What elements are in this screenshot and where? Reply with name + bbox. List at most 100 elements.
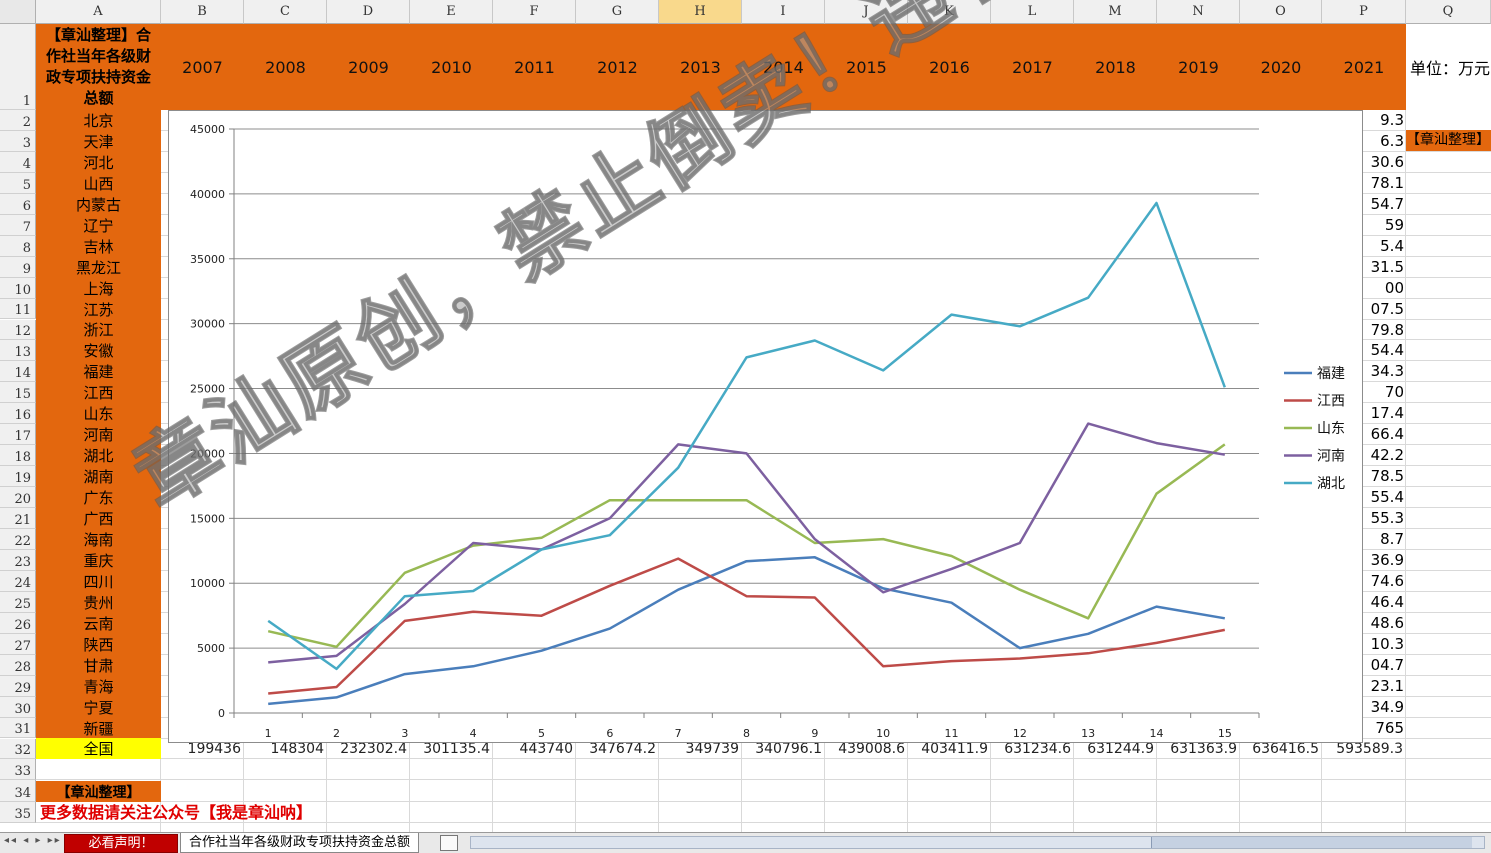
- year-header-2010[interactable]: 2010: [431, 57, 472, 77]
- unit-label[interactable]: 单位：万元: [1410, 59, 1491, 78]
- p-value-cell[interactable]: 30.6: [1370, 152, 1404, 171]
- province-cell[interactable]: 上海: [83, 279, 114, 298]
- year-header-2012[interactable]: 2012: [597, 57, 638, 77]
- p-value-cell[interactable]: 9.3: [1380, 111, 1404, 129]
- column-header-m[interactable]: M: [1074, 0, 1157, 24]
- province-cell[interactable]: 海南: [83, 530, 114, 549]
- column-header-g[interactable]: G: [576, 0, 659, 24]
- p-value-cell[interactable]: 34.3: [1370, 362, 1404, 381]
- national-value-cell[interactable]: 347674.2: [589, 740, 656, 757]
- row-header-35[interactable]: 35: [0, 801, 36, 823]
- column-header-n[interactable]: N: [1157, 0, 1240, 24]
- province-cell[interactable]: 天津: [83, 132, 114, 151]
- column-header-d[interactable]: D: [327, 0, 410, 24]
- column-header-l[interactable]: L: [991, 0, 1074, 24]
- province-cell[interactable]: 四川: [83, 572, 114, 591]
- year-header-2017[interactable]: 2017: [1012, 57, 1053, 77]
- p-value-cell[interactable]: 31.5: [1370, 257, 1404, 276]
- column-header-f[interactable]: F: [493, 0, 576, 24]
- province-cell[interactable]: 山西: [83, 174, 114, 193]
- province-cell[interactable]: 浙江: [83, 321, 114, 340]
- p-value-cell[interactable]: 74.6: [1370, 571, 1404, 590]
- province-cell[interactable]: 江苏: [83, 300, 114, 319]
- p-value-cell[interactable]: 79.8: [1370, 320, 1404, 339]
- row-header-1[interactable]: 1: [0, 24, 36, 110]
- p-value-cell[interactable]: 36.9: [1370, 550, 1404, 569]
- row-header-25[interactable]: 25: [0, 591, 36, 613]
- row-header-30[interactable]: 30: [0, 696, 36, 718]
- p-value-cell[interactable]: 42.2: [1370, 446, 1404, 465]
- province-cell[interactable]: 河南: [83, 426, 114, 445]
- row-header-19[interactable]: 19: [0, 466, 36, 488]
- p-value-cell[interactable]: 00: [1384, 278, 1404, 297]
- column-header-h[interactable]: H: [659, 0, 742, 24]
- column-header-e[interactable]: E: [410, 0, 493, 24]
- footer-note[interactable]: 更多数据请关注公众号【我是章汕呐】: [40, 803, 313, 822]
- national-value-cell[interactable]: 593589.3: [1336, 740, 1403, 757]
- p-value-cell[interactable]: 8.7: [1380, 530, 1404, 548]
- national-value-cell[interactable]: 631363.9: [1170, 740, 1237, 757]
- province-cell[interactable]: 黑龙江: [75, 258, 121, 277]
- province-cell[interactable]: 江西: [83, 384, 114, 403]
- province-cell[interactable]: 云南: [83, 614, 114, 633]
- province-cell[interactable]: 福建: [83, 363, 114, 382]
- national-value-cell[interactable]: 443740: [519, 740, 573, 757]
- year-header-2014[interactable]: 2014: [763, 57, 804, 77]
- year-header-2013[interactable]: 2013: [680, 57, 721, 77]
- row-header-18[interactable]: 18: [0, 445, 36, 467]
- row-header-26[interactable]: 26: [0, 612, 36, 634]
- row-header-7[interactable]: 7: [0, 214, 36, 236]
- p-value-cell[interactable]: 54.7: [1370, 194, 1404, 213]
- national-value-cell[interactable]: 148304: [270, 740, 324, 757]
- row-header-6[interactable]: 6: [0, 193, 36, 215]
- row-header-23[interactable]: 23: [0, 549, 36, 571]
- national-value-cell[interactable]: 439008.6: [838, 740, 905, 757]
- p-value-cell[interactable]: 34.9: [1370, 697, 1404, 716]
- select-all-corner[interactable]: [0, 0, 36, 24]
- year-header-2007[interactable]: 2007: [182, 57, 223, 77]
- province-cell[interactable]: 湖北: [83, 447, 114, 466]
- p-value-cell[interactable]: 765: [1375, 718, 1404, 737]
- tab-active-sheet[interactable]: 合作社当年各级财政专项扶持资金总额: [180, 833, 420, 853]
- p-value-cell[interactable]: 04.7: [1370, 655, 1404, 674]
- province-cell[interactable]: 重庆: [83, 551, 114, 570]
- province-cell[interactable]: 宁夏: [83, 698, 114, 717]
- province-cell[interactable]: 广东: [83, 489, 114, 508]
- row-header-28[interactable]: 28: [0, 654, 36, 676]
- p-value-cell[interactable]: 17.4: [1370, 404, 1404, 423]
- horizontal-scrollbar[interactable]: [470, 836, 1485, 849]
- p-value-cell[interactable]: 07.5: [1370, 299, 1404, 318]
- p-value-cell[interactable]: 66.4: [1370, 425, 1404, 444]
- row-header-4[interactable]: 4: [0, 151, 36, 173]
- row-header-9[interactable]: 9: [0, 256, 36, 278]
- scrollbar-thumb[interactable]: [1151, 837, 1472, 848]
- province-cell[interactable]: 内蒙古: [75, 195, 121, 214]
- province-cell[interactable]: 山东: [83, 405, 114, 424]
- p-value-cell[interactable]: 78.5: [1370, 467, 1404, 486]
- p-value-cell[interactable]: 5.4: [1380, 236, 1404, 255]
- row-header-24[interactable]: 24: [0, 570, 36, 592]
- row-header-27[interactable]: 27: [0, 633, 36, 655]
- national-value-cell[interactable]: 232302.4: [340, 740, 407, 757]
- header-title-cell[interactable]: 【章汕整理】合作社当年各级财政专项扶持资金总额: [45, 26, 151, 107]
- new-sheet-icon[interactable]: [440, 835, 458, 851]
- p-value-cell[interactable]: 48.6: [1370, 613, 1404, 632]
- row-header-2[interactable]: 2: [0, 110, 36, 131]
- p-value-cell[interactable]: 23.1: [1370, 676, 1404, 695]
- province-cell[interactable]: 辽宁: [83, 216, 114, 235]
- year-header-2011[interactable]: 2011: [514, 57, 555, 77]
- p-value-cell[interactable]: 10.3: [1370, 634, 1404, 653]
- column-header-b[interactable]: B: [161, 0, 244, 24]
- row-header-20[interactable]: 20: [0, 487, 36, 509]
- year-header-2015[interactable]: 2015: [846, 57, 887, 77]
- row-header-17[interactable]: 17: [0, 424, 36, 446]
- year-header-2016[interactable]: 2016: [929, 57, 970, 77]
- province-cell[interactable]: 河北: [83, 153, 114, 172]
- column-header-k[interactable]: K: [908, 0, 991, 24]
- footer-tag-cell[interactable]: 【章汕整理】: [36, 781, 161, 802]
- national-value-cell[interactable]: 631244.9: [1087, 740, 1154, 757]
- national-value-cell[interactable]: 349739: [685, 740, 739, 757]
- row-header-33[interactable]: 33: [0, 759, 36, 781]
- province-cell[interactable]: 吉林: [83, 237, 114, 256]
- row-header-3[interactable]: 3: [0, 130, 36, 152]
